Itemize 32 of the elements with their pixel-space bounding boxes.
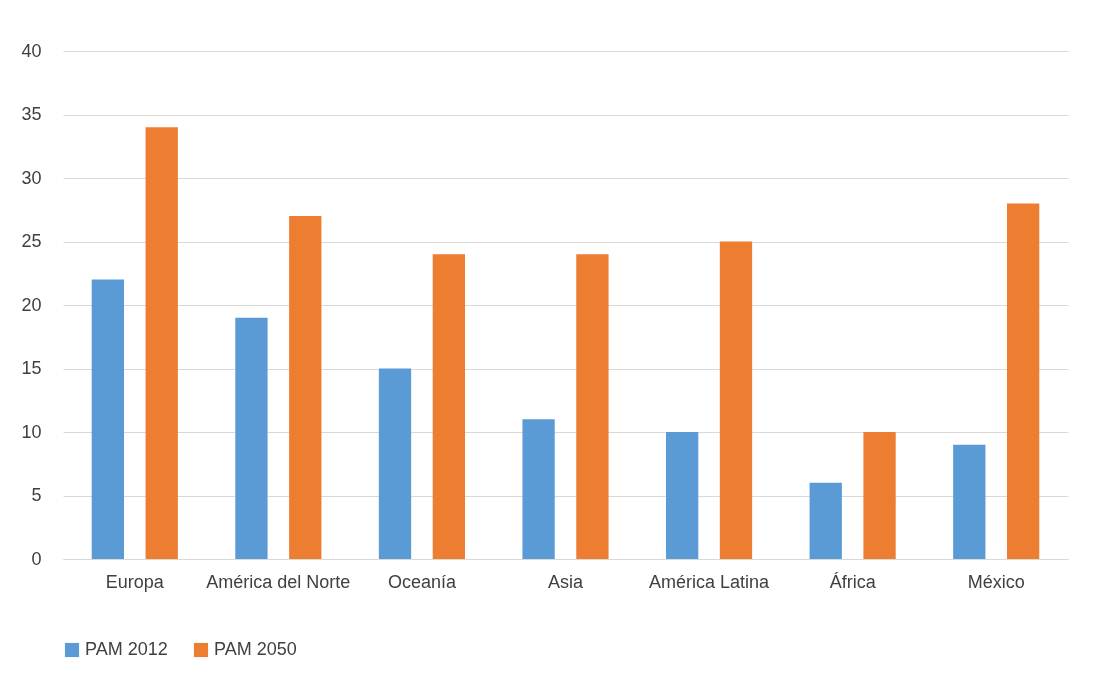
y-tick-label: 15 (21, 358, 42, 378)
x-tick-label: Oceanía (387, 571, 457, 592)
bar (522, 419, 555, 559)
bar (1006, 203, 1040, 559)
y-tick-label: 40 (21, 40, 42, 61)
y-tick-label: 20 (21, 294, 42, 315)
legend-label: PAM 2012 (85, 639, 168, 659)
x-tick-label: Europa (105, 571, 165, 592)
x-tick-label: México (967, 571, 1025, 592)
legend-label: PAM 2050 (214, 639, 297, 659)
x-tick-label: América Latina (649, 571, 771, 592)
bar (432, 254, 465, 559)
bar (953, 444, 986, 559)
y-tick-label: 5 (31, 485, 42, 505)
x-tick-label: África (829, 571, 877, 592)
y-tick-label: 35 (21, 104, 42, 124)
bar (378, 368, 412, 559)
bar (809, 482, 842, 559)
y-tick-label: 0 (31, 548, 42, 569)
bar (289, 216, 322, 559)
y-tick-label: 25 (21, 231, 42, 251)
x-tick-label: América del Norte (206, 571, 351, 592)
y-tick-label: 10 (21, 421, 42, 442)
bar (145, 127, 178, 559)
x-tick-label: Asia (547, 571, 584, 592)
bar (91, 279, 125, 559)
bar (719, 241, 753, 559)
bar (666, 432, 699, 559)
bar (863, 432, 896, 559)
y-tick-label: 30 (21, 167, 42, 188)
bar (576, 254, 609, 559)
bar (235, 317, 268, 559)
